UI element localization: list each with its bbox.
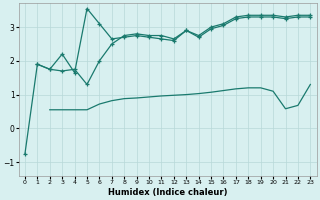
X-axis label: Humidex (Indice chaleur): Humidex (Indice chaleur) bbox=[108, 188, 228, 197]
